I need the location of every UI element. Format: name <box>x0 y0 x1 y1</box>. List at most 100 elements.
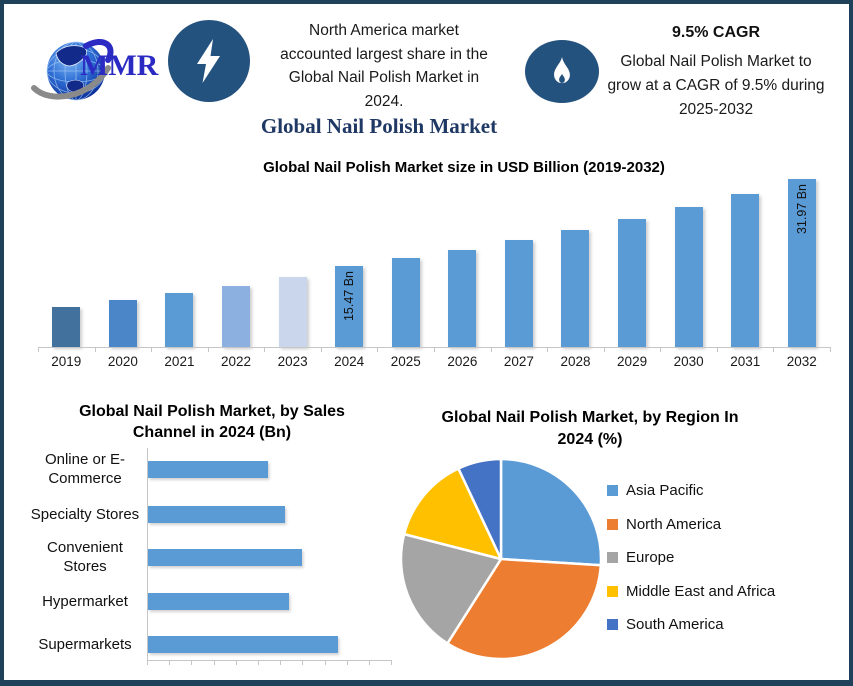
cagr-block: 9.5% CAGR Global Nail Polish Market to g… <box>592 24 840 122</box>
mmr-logo <box>16 20 166 112</box>
bar-2032: 31.97 Bn <box>787 179 816 347</box>
pie-slice-europe <box>399 532 503 645</box>
x-axis-tick <box>258 661 259 665</box>
report-title: Global Nail Polish Market <box>260 114 498 138</box>
category-label-online-or-e-commerce: Online or E- Commerce <box>24 450 146 488</box>
category-label-line: Supermarkets <box>38 635 132 653</box>
x-axis-label-2026: 2026 <box>447 354 478 369</box>
x-axis-label-2025: 2025 <box>390 354 421 369</box>
globe-orbit-icon <box>31 39 114 101</box>
bar-2026 <box>448 250 477 347</box>
sales-channel-row: Convenient Stores <box>24 535 400 579</box>
bar-2031 <box>731 194 760 347</box>
category-label-line: Hypermarket <box>42 592 128 610</box>
market-size-chart-title: Global Nail Polish Market size in USD Bi… <box>263 159 665 176</box>
x-axis-label-2030: 2030 <box>673 354 704 369</box>
category-label-line: Commerce <box>48 470 122 487</box>
bar-slot-2028 <box>547 179 604 347</box>
x-axis-label-2029: 2029 <box>617 354 648 369</box>
category-label-specialty-stores: Specialty Stores <box>24 505 146 524</box>
x-axis-label-2023: 2023 <box>277 354 308 369</box>
bar-2028 <box>561 230 590 347</box>
x-axis-tick <box>169 661 171 665</box>
x-axis-tick <box>264 347 266 352</box>
cagr-heading: 9.5% CAGR <box>671 24 761 41</box>
bar-specialty-stores <box>148 505 285 523</box>
legend-label: North America <box>626 515 722 533</box>
bar-2029 <box>618 219 647 347</box>
legend-swatch-middle-east-and-africa <box>607 585 618 597</box>
pie-slice-asia-pacific <box>499 457 603 567</box>
sales-channel-y-axis <box>147 448 148 660</box>
highlight-note-line: North America market <box>309 22 459 39</box>
legend-item-north-america: North America <box>607 515 721 533</box>
bar-value-label-2024: 15.47 Bn <box>342 271 357 322</box>
x-axis-tick <box>830 347 831 352</box>
highlight-note-line: accounted largest share in the <box>280 45 488 63</box>
region-pie <box>399 457 603 661</box>
x-axis-tick <box>603 347 605 352</box>
x-axis-label-2019: 2019 <box>51 354 82 369</box>
sales-channel-chart-title: Global Nail Polish Market, by Sales Chan… <box>24 401 400 443</box>
x-axis-tick <box>660 347 662 352</box>
x-axis-tick <box>377 347 379 352</box>
sales-channel-row: Hypermarket <box>24 579 400 623</box>
x-axis-tick <box>320 347 322 352</box>
bar-2025 <box>391 258 420 347</box>
category-label-line: Convenient <box>47 539 123 556</box>
x-axis-tick <box>151 347 153 352</box>
lightning-badge <box>168 20 250 102</box>
x-axis-label-2024: 2024 <box>334 354 365 369</box>
bar-slot-2030 <box>660 179 717 347</box>
x-axis-tick <box>773 347 775 352</box>
cagr-note: Global Nail Polish Market to grow at a C… <box>592 50 840 122</box>
x-axis-tick <box>235 661 237 665</box>
legend-item-south-america: South America <box>607 615 724 633</box>
x-axis-label-2027: 2027 <box>503 354 534 369</box>
bar-2027 <box>504 240 533 347</box>
pie-slice-south-america <box>457 457 503 561</box>
x-axis-label-2021: 2021 <box>164 354 195 369</box>
x-axis-tick <box>280 661 282 665</box>
sales-channel-row: Supermarkets <box>24 622 400 666</box>
legend-item-asia-pacific: Asia Pacific <box>607 481 704 499</box>
x-axis-tick <box>191 661 193 665</box>
bar-2019 <box>52 307 81 347</box>
bar-slot-2031 <box>717 179 774 347</box>
highlight-note: North America market accounted largest s… <box>260 19 508 113</box>
bar-slot-2020 <box>95 179 152 347</box>
category-label-line: Online or E- <box>44 451 126 468</box>
x-axis-tick <box>716 347 718 352</box>
x-axis-tick <box>490 347 492 352</box>
x-axis-label-2020: 2020 <box>107 354 138 369</box>
region-title-line: 2024 (%) <box>557 431 623 448</box>
market-size-x-axis-labels: 2019 2020 2021 2022 2023 2024 2025 2026 2027 2028… <box>38 354 830 369</box>
x-axis-label-2032: 2032 <box>786 354 817 369</box>
market-size-plot-area: 15.47 Bn 31.97 Bn <box>38 179 830 347</box>
legend-label: Asia Pacific <box>626 481 704 499</box>
region-title-line: Global Nail Polish Market, by Region In <box>441 409 739 426</box>
bar-slot-2027 <box>491 179 548 347</box>
x-axis-tick <box>369 661 370 665</box>
sales-channel-row: Specialty Stores <box>24 492 400 536</box>
region-chart-title: Global Nail Polish Market, by Region In … <box>409 407 771 451</box>
bar-2024: 15.47 Bn <box>335 266 364 347</box>
lightning-bolt-icon <box>197 39 220 83</box>
bar-slot-2025 <box>377 179 434 347</box>
x-axis-tick <box>38 347 39 352</box>
bar-value-label-2032: 31.97 Bn <box>794 184 809 235</box>
cagr-note-line: Global Nail Polish Market to <box>620 53 812 70</box>
x-axis-tick <box>94 347 96 352</box>
bar-slot-2024: 15.47 Bn <box>321 179 378 347</box>
cagr-note-line: grow at a CAGR of 9.5% during <box>607 77 825 94</box>
bar-2023 <box>278 277 307 347</box>
bar-2030 <box>674 207 703 347</box>
bar-2020 <box>108 300 137 347</box>
bar-convenient-stores <box>148 548 302 566</box>
logo-wordmark: MMR <box>80 49 159 82</box>
x-axis-tick <box>207 347 209 352</box>
category-label-line: Stores <box>63 558 107 575</box>
sales-channel-x-axis <box>147 660 392 661</box>
legend-item-middle-east-and-africa: Middle East and Africa <box>607 582 775 600</box>
